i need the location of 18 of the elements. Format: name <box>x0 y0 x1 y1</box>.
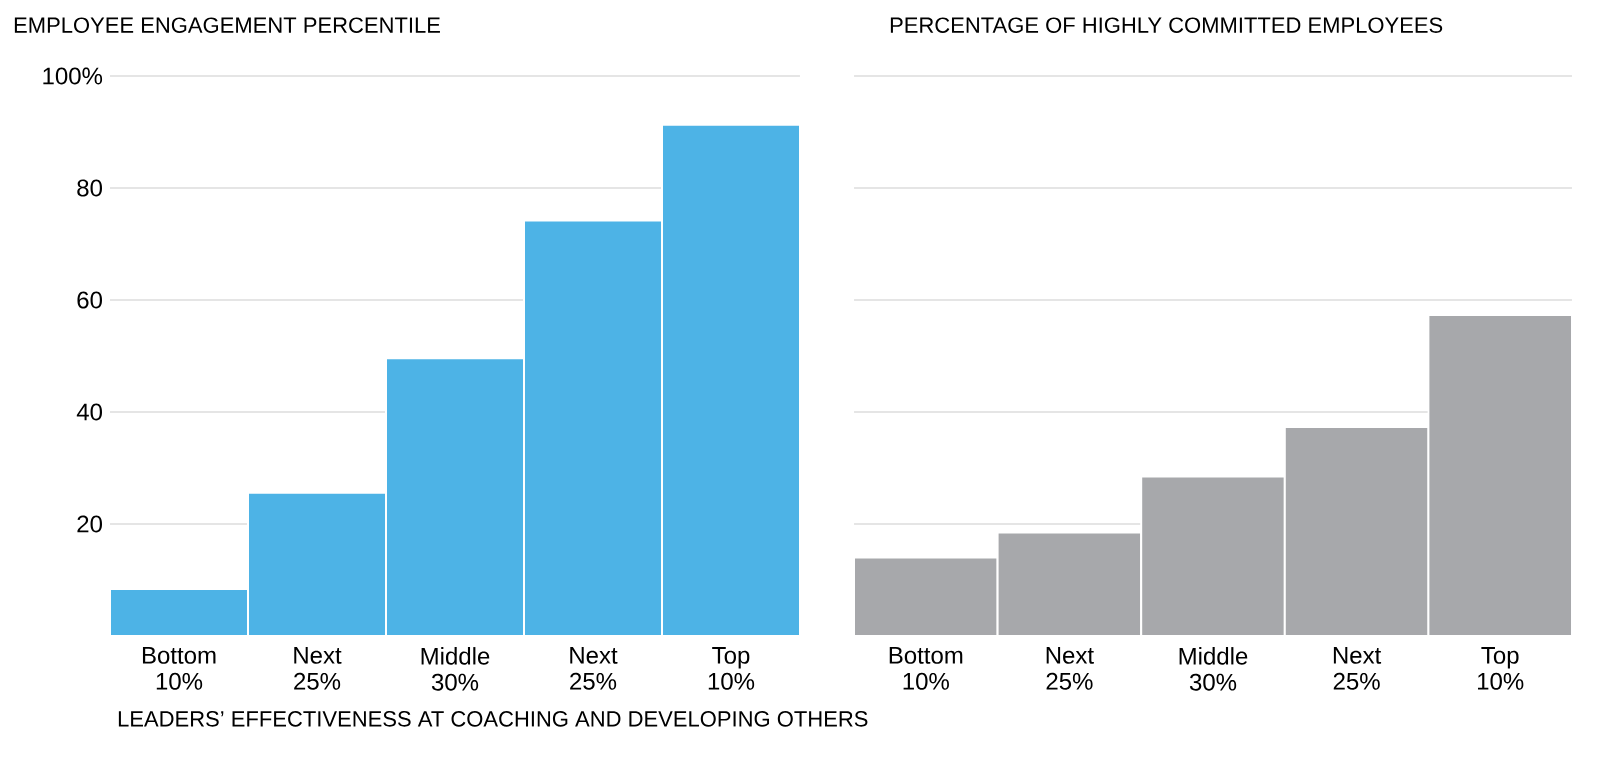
x-tick-label: Next 25% <box>1046 647 1094 690</box>
y-tick-label: 20 <box>77 515 102 533</box>
x-tick-label: Middle 30% <box>1179 647 1248 691</box>
x-tick-label: Bottom 10% <box>889 647 963 690</box>
y-tick-label: 80 <box>77 179 102 197</box>
x-axis-title: LEADERS’ EFFECTIVENESS AT COACHING AND DEVELOPING OTHERS <box>118 711 868 727</box>
x-tick-label: Top 10% <box>708 647 755 690</box>
y-tick-label: 40 <box>76 403 102 421</box>
y-tick-label: 100% <box>43 67 103 85</box>
x-tick-label: Next 25% <box>570 647 618 690</box>
x-tick-label: Next 25% <box>294 647 342 690</box>
x-tick-label: Bottom 10% <box>142 647 216 690</box>
chart-title: PERCENTAGE OF HIGHLY COMMITTED EMPLOYEES <box>890 17 1443 33</box>
x-tick-label: Next 25% <box>1333 647 1382 690</box>
chart-title: EMPLOYEE ENGAGEMENT PERCENTILE <box>14 17 440 33</box>
x-tick-label: Top 10% <box>1478 647 1524 690</box>
x-tick-label: Middle 30% <box>421 647 490 691</box>
y-tick-label: 60 <box>77 291 102 309</box>
